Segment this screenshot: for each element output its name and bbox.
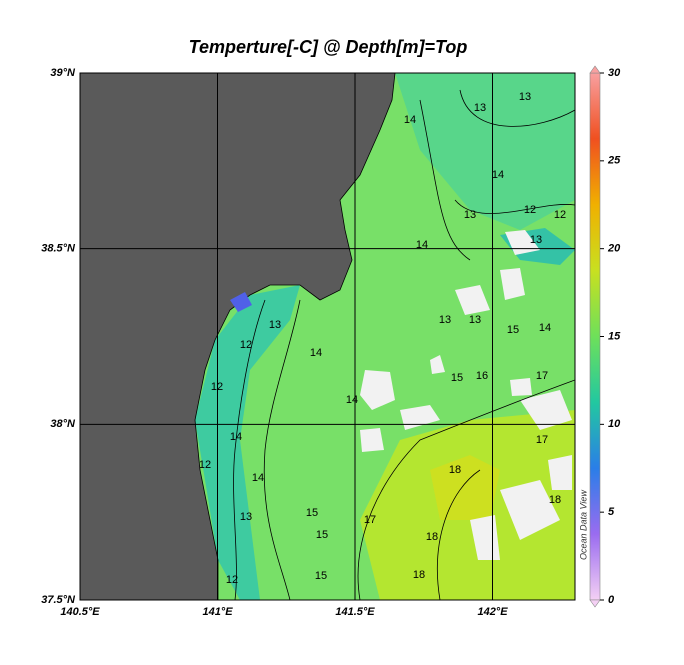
field-coast [195,285,300,600]
contour-lines [233,89,575,600]
x-tick-label: 141.5°E [335,606,375,618]
contour-label: 14 [416,239,428,251]
contour-label: 15 [316,529,328,541]
contour-label: 15 [451,372,463,384]
y-tick-label: 38°N [50,418,76,430]
colorbar-tick-label: 30 [608,67,621,79]
field-warm-patch [430,455,500,520]
colorbar-bottom-arrow [589,599,601,608]
y-tick-label: 37.5°N [41,594,76,606]
colorbar-tick-label: 0 [608,594,615,606]
contour-label: 16 [476,370,488,382]
map-title: Temperture[-C] @ Depth[m]=Top [189,37,468,57]
contour-label: 14 [539,322,551,334]
x-tick-label: 142°E [477,606,508,618]
contour-label: 18 [413,569,425,581]
field-bay [230,292,252,312]
contour-label: 17 [536,434,548,446]
colorbar-tick-label: 25 [607,155,621,167]
contour-label: 14 [404,114,416,126]
contour-label: 12 [554,209,566,221]
contour-label: 15 [507,324,519,336]
contour-label: 18 [549,494,561,506]
contour-label: 15 [315,570,327,582]
colorbar-top-arrow [589,65,601,74]
contour-label: 13 [439,314,451,326]
y-tick-label: 39°N [50,67,76,79]
colorbar-tick-label: 20 [607,243,621,255]
contour-label: 13 [469,314,481,326]
contour-label: 12 [226,574,238,586]
contour-label: 17 [364,514,376,526]
colorbar [589,72,601,601]
contour-label: 14 [230,431,242,443]
plot-frame [79,72,576,601]
contour-label: 13 [530,234,542,246]
x-tick-label: 141°E [202,606,233,618]
contour-label: 13 [519,91,531,103]
field [80,73,575,600]
contour-label: 12 [211,381,223,393]
y-tick-label: 38.5°N [41,243,76,255]
field-north [395,73,575,230]
watermark: Ocean Data View [578,490,588,560]
contour-label: 14 [310,347,322,359]
colorbar-tick-label: 10 [608,418,621,430]
contour-label: 14 [492,169,504,181]
contour-label: 13 [269,319,281,331]
contour-label: 18 [449,464,461,476]
land [80,73,396,600]
contour-label: 13 [474,102,486,114]
contour-label: 12 [199,459,211,471]
contour-label: 13 [240,511,252,523]
contour-label: 14 [346,394,358,406]
contour-label: 18 [426,531,438,543]
contour-label: 15 [306,507,318,519]
contour-label: 12 [524,204,536,216]
colorbar-tick-label: 15 [608,330,621,342]
contour-label: 13 [464,209,476,221]
x-tick-label: 140.5°E [60,606,100,618]
contour-labels: 13 13 14 14 13 12 12 14 13 13 13 15 14 13 14 12 12 15 16 17… [199,91,566,586]
contour-label: 14 [252,472,264,484]
contour-label: 12 [240,339,252,351]
colorbar-tick-label: 5 [608,506,615,518]
contour-label: 17 [536,370,548,382]
